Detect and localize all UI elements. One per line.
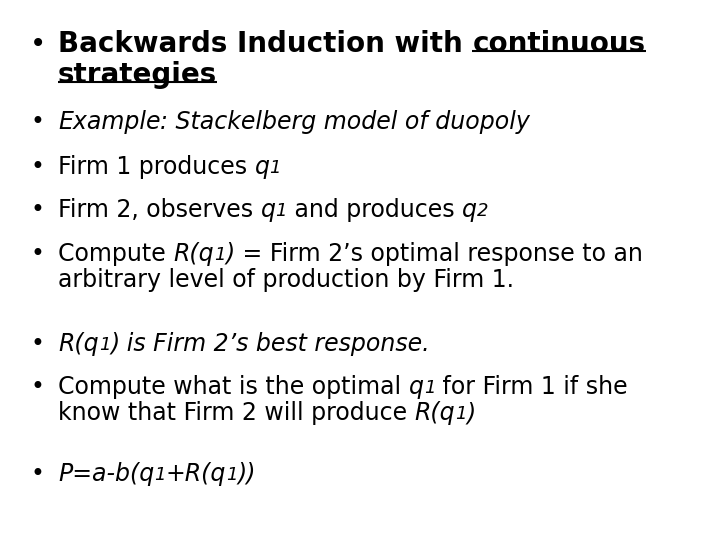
Text: continuous: continuous	[472, 30, 646, 58]
Text: Backwards Induction with: Backwards Induction with	[58, 30, 472, 58]
Text: •: •	[30, 110, 44, 134]
Text: R(q: R(q	[58, 332, 99, 356]
Text: know that Firm 2 will produce: know that Firm 2 will produce	[58, 401, 415, 426]
Text: •: •	[30, 30, 46, 58]
Text: R(q: R(q	[415, 401, 455, 426]
Text: 1: 1	[276, 202, 287, 220]
Text: R(q: R(q	[174, 242, 214, 266]
Text: ): )	[225, 242, 235, 266]
Text: arbitrary level of production by Firm 1.: arbitrary level of production by Firm 1.	[58, 268, 514, 292]
Text: •: •	[30, 462, 44, 486]
Text: Example: Example	[58, 110, 161, 134]
Text: •: •	[30, 198, 44, 222]
Text: q: q	[261, 198, 276, 222]
Text: = Firm 2’s optimal response to an: = Firm 2’s optimal response to an	[235, 242, 642, 266]
Text: 1: 1	[455, 406, 467, 423]
Text: P=a-b(q: P=a-b(q	[58, 462, 154, 486]
Text: Firm 1 produces: Firm 1 produces	[58, 155, 255, 179]
Text: 1: 1	[423, 379, 435, 397]
Text: •: •	[30, 375, 44, 399]
Text: )): ))	[238, 462, 256, 486]
Text: Compute what is the optimal: Compute what is the optimal	[58, 375, 409, 399]
Text: 1: 1	[154, 466, 166, 484]
Text: •: •	[30, 332, 44, 356]
Text: Compute: Compute	[58, 242, 174, 266]
Text: 1: 1	[99, 336, 110, 354]
Text: 1: 1	[226, 466, 238, 484]
Text: Firm 2, observes: Firm 2, observes	[58, 198, 261, 222]
Text: +R(q: +R(q	[166, 462, 226, 486]
Text: and produces: and produces	[287, 198, 462, 222]
Text: 2: 2	[477, 202, 489, 220]
Text: ): )	[467, 401, 476, 426]
Text: q: q	[255, 155, 269, 179]
Text: •: •	[30, 242, 44, 266]
Text: strategies: strategies	[58, 61, 217, 89]
Text: q: q	[409, 375, 423, 399]
Text: for Firm 1 if she: for Firm 1 if she	[435, 375, 628, 399]
Text: 1: 1	[269, 159, 281, 177]
Text: 1: 1	[214, 246, 225, 264]
Text: : Stackelberg model of duopoly: : Stackelberg model of duopoly	[161, 110, 531, 134]
Text: ) is Firm 2’s best response.: ) is Firm 2’s best response.	[110, 332, 430, 356]
Text: •: •	[30, 155, 44, 179]
Text: q: q	[462, 198, 477, 222]
